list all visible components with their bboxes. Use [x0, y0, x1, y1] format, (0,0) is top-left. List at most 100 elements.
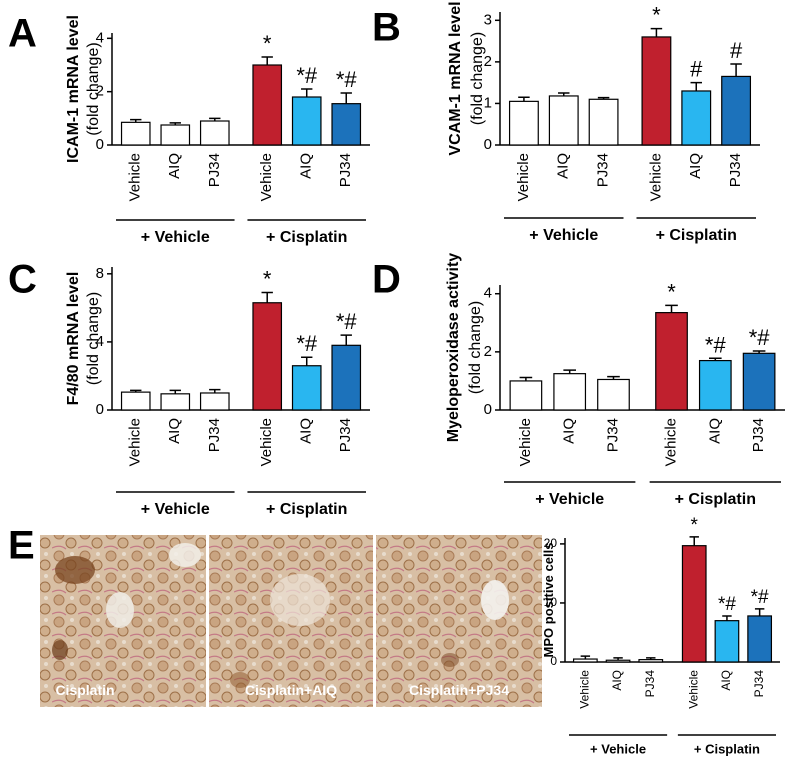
significance-mark: *# [718, 594, 736, 615]
x-tick-label: AIQ [166, 418, 183, 444]
error-bar [261, 291, 273, 303]
x-tick-label: PJ34 [337, 153, 354, 187]
error-bar [646, 657, 656, 660]
bar [509, 380, 543, 411]
significance-mark: *# [296, 331, 318, 356]
y-axis-label: ICAM-1 mRNA level [65, 15, 82, 163]
panel-letter: B [372, 6, 401, 50]
bar [747, 615, 773, 663]
error-bar [730, 63, 742, 77]
x-tick-label: PJ34 [752, 670, 766, 698]
bar [597, 378, 630, 411]
error-bar [340, 92, 352, 104]
y-axis-sublabel: (fold change) [85, 292, 102, 385]
y-tick-label: 4 [484, 285, 492, 302]
bar [681, 545, 707, 663]
y-tick-label: 2 [484, 343, 492, 360]
error-bar [340, 334, 352, 346]
y-tick-label: 2 [484, 53, 492, 70]
y-axis-label: F4/80 mRNA level [65, 272, 82, 406]
error-bar [580, 655, 591, 660]
bar [199, 120, 230, 146]
x-tick-label: AIQ [561, 418, 578, 444]
error-bar [209, 117, 221, 121]
x-tick-label: PJ34 [206, 418, 223, 452]
x-tick-label: PJ34 [595, 153, 612, 187]
group-label: + Vehicle [529, 227, 598, 244]
y-tick-label: 1 [484, 94, 492, 111]
error-bar [597, 96, 610, 100]
x-tick-label: PJ34 [643, 670, 657, 698]
bar [681, 90, 712, 146]
error-bar [261, 56, 273, 65]
error-bar [563, 369, 576, 374]
error-bar [130, 389, 142, 393]
y-tick-label: 10 [544, 595, 558, 609]
bar [553, 373, 587, 411]
error-bar [613, 657, 623, 661]
bar [548, 95, 579, 146]
bar [252, 64, 283, 146]
x-tick-label: PJ34 [604, 418, 621, 452]
bar [160, 393, 191, 411]
y-tick-label: 0 [484, 401, 492, 418]
error-bar [752, 350, 766, 354]
x-tick-label: Vehicle [258, 418, 275, 466]
x-tick-label: AIQ [687, 153, 704, 179]
x-tick-label: Vehicle [578, 670, 592, 709]
y-tick-label: 0 [484, 136, 492, 153]
y-axis-label: VCAM-1 mRNA level [447, 1, 464, 155]
x-tick-label: Vehicle [647, 153, 664, 201]
y-tick-label: 4 [96, 333, 104, 350]
bar [605, 659, 631, 663]
group-label: + Vehicle [535, 491, 604, 508]
significance-mark: *# [336, 309, 358, 334]
group-label: + Vehicle [141, 229, 210, 246]
bar [742, 352, 776, 411]
micrograph-2 [209, 535, 373, 707]
x-tick-label: AIQ [166, 153, 183, 179]
error-bar [169, 389, 181, 394]
group-label: + Cisplatin [266, 501, 347, 518]
y-axis-label: Myeloperoxidase activity [445, 253, 462, 443]
error-bar [301, 356, 313, 366]
y-axis-sublabel: (fold change) [85, 42, 102, 135]
bar [572, 658, 598, 663]
x-tick-label: PJ34 [206, 153, 223, 187]
micrograph-1 [40, 535, 206, 707]
group-label: + Cisplatin [266, 229, 347, 246]
error-bar [690, 81, 702, 91]
y-tick-label: 4 [96, 29, 104, 46]
significance-mark: * [691, 515, 699, 536]
bar [588, 98, 619, 146]
x-tick-label: AIQ [610, 670, 624, 691]
y-tick-label: 0 [550, 654, 557, 668]
x-tick-label: AIQ [298, 418, 315, 444]
error-bar [607, 375, 620, 380]
x-tick-label: AIQ [298, 153, 315, 179]
bar [721, 75, 752, 146]
bar [638, 659, 664, 663]
significance-mark: *# [296, 63, 318, 88]
x-tick-label: Vehicle [517, 418, 534, 466]
y-axis-label: MPO positive cells [541, 543, 556, 658]
bar [331, 344, 362, 411]
error-bar [130, 118, 142, 123]
bar [120, 391, 151, 411]
bar [252, 302, 283, 411]
error-bar [209, 388, 221, 393]
x-tick-label: PJ34 [337, 418, 354, 452]
bar [160, 124, 191, 146]
significance-mark: *# [751, 587, 769, 608]
x-tick-label: Vehicle [662, 418, 679, 466]
panel-letter: D [372, 258, 401, 302]
bar [655, 312, 688, 411]
panel-letter: C [8, 258, 37, 302]
bar [291, 96, 322, 146]
y-tick-label: 3 [484, 11, 492, 28]
bar [698, 359, 732, 411]
x-tick-label: PJ34 [750, 418, 767, 452]
micrograph-label: Cisplatin+AIQ [245, 682, 337, 698]
x-tick-label: PJ34 [727, 153, 744, 187]
